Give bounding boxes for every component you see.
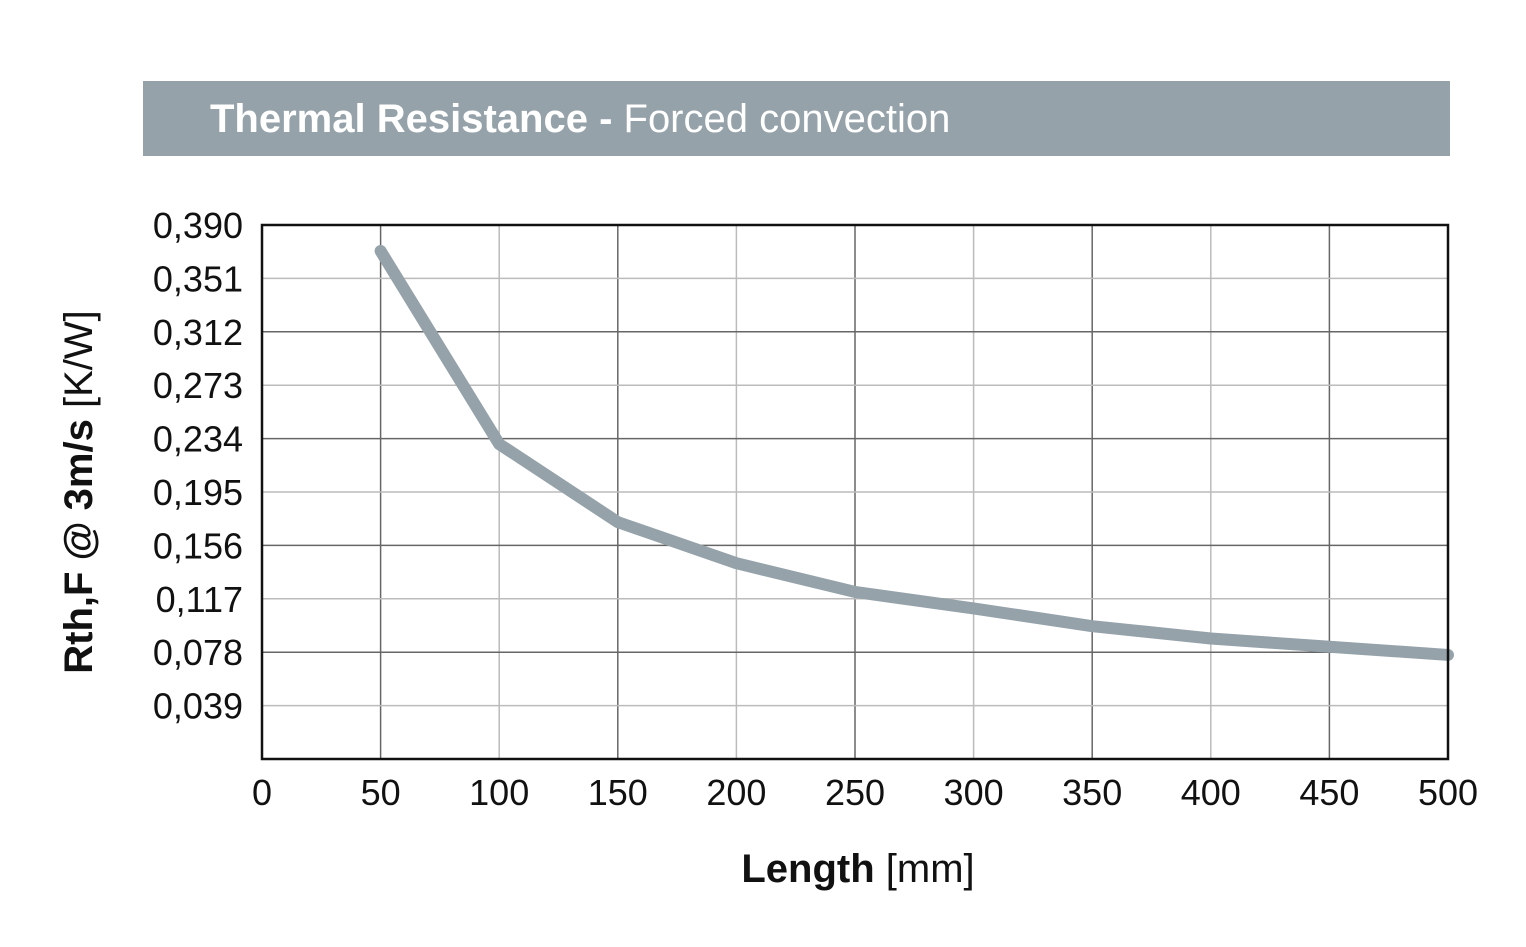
x-tick-label: 400 [1181,772,1241,813]
x-tick-label: 0 [252,772,272,813]
x-tick-label: 350 [1062,772,1122,813]
y-tick-label: 0,078 [153,632,243,673]
y-tick-label: 0,390 [153,205,243,246]
y-label-unit: [K/W] [57,310,101,419]
x-axis-label: Length [mm] [741,847,974,891]
grid [262,225,1448,759]
x-tick-label: 200 [706,772,766,813]
series-line [374,245,1454,661]
x-label-bold: Length [741,847,874,891]
series-points [380,250,1449,656]
y-tick-label: 0,156 [153,525,243,566]
y-tick-label: 0,117 [156,579,243,620]
y-tick-label: 0,312 [153,312,243,353]
x-tick-label: 100 [469,772,529,813]
tick-labels: 0 50 100 150 200 250 300 350 400 450 500 0,039 0,078… [153,205,1478,813]
y-label-bold: Rth,F @ 3m/s [57,419,101,674]
x-tick-label: 250 [825,772,885,813]
title-rest: Forced convection [612,97,951,141]
y-tick-label: 0,039 [153,686,243,727]
x-tick-label: 150 [588,772,648,813]
x-label-unit: [mm] [875,847,975,891]
x-tick-label: 500 [1418,772,1478,813]
plot-frame [260,223,1450,761]
x-tick-label: 300 [944,772,1004,813]
title-bold: Thermal Resistance - [210,97,613,141]
y-tick-label: 0,234 [153,419,243,460]
x-tick-label: 50 [361,772,401,813]
chart-title: Thermal Resistance - Forced convection [210,97,950,142]
y-axis-label: Rth,F @ 3m/s [K/W] [57,310,101,673]
y-tick-label: 0,273 [153,365,243,406]
title-bar: Thermal Resistance - Forced convection [143,81,1450,156]
y-tick-label: 0,195 [153,472,243,513]
x-tick-label: 450 [1299,772,1359,813]
y-tick-label: 0,351 [153,258,243,299]
